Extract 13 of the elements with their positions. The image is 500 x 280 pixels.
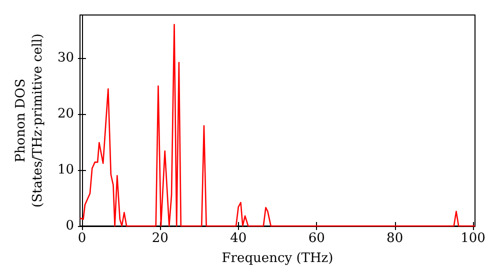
y-tick-label: 30 — [57, 50, 74, 66]
x-tick-label: 0 — [78, 231, 86, 246]
x-tick-label: 100 — [460, 231, 486, 246]
x-tick-label: 80 — [386, 231, 404, 246]
x-tick-label: 60 — [308, 231, 325, 246]
x-tick-label: 40 — [230, 231, 247, 246]
y-axis-title: Phonon DOS (States/THz·primitive cell) — [14, 33, 46, 208]
y-tick-label: 20 — [57, 106, 74, 122]
y-tick-label: 10 — [57, 162, 74, 178]
line-series — [79, 24, 476, 227]
x-axis-title: Frequency (THz) — [222, 251, 334, 266]
x-tick-label: 20 — [152, 231, 168, 246]
y-tick-label: 0 — [66, 218, 74, 234]
